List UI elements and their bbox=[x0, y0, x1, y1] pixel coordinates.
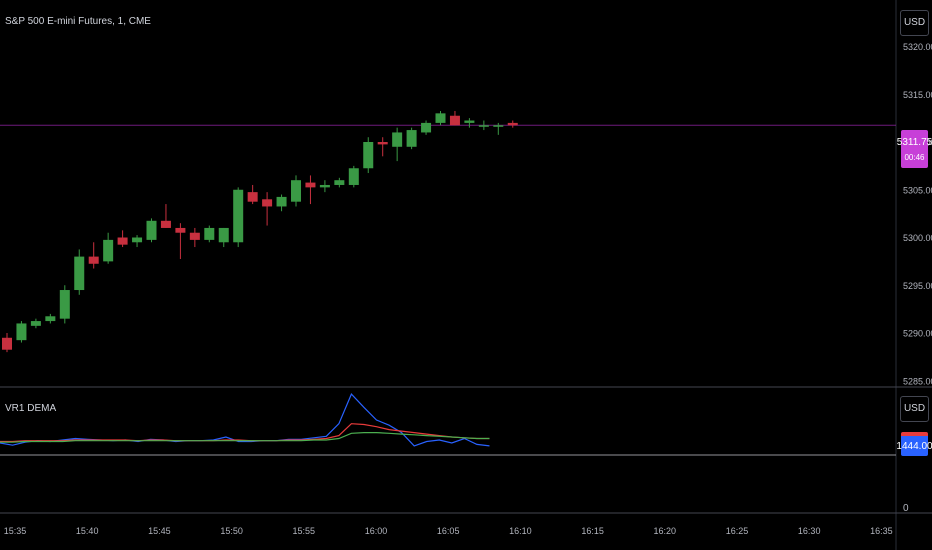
time-tick-label: 16:00 bbox=[365, 526, 388, 536]
candle-body bbox=[291, 180, 301, 202]
candle-body bbox=[377, 142, 388, 145]
time-tick-label: 16:15 bbox=[581, 526, 604, 536]
last-price-tag: 5311.75 00:46 bbox=[897, 130, 932, 168]
time-tick-label: 16:05 bbox=[437, 526, 460, 536]
price-tick-label: 5285.00 bbox=[903, 376, 932, 386]
candle-body bbox=[247, 192, 258, 202]
candle-body bbox=[262, 199, 273, 207]
candle-body bbox=[45, 316, 56, 322]
time-tick-label: 16:35 bbox=[870, 526, 893, 536]
candle-body bbox=[305, 182, 316, 188]
candle-body bbox=[189, 232, 200, 240]
indicator-currency-button[interactable]: USD bbox=[900, 396, 929, 422]
candle-body bbox=[406, 130, 417, 147]
price-tick-label: 5315.00 bbox=[903, 90, 932, 100]
candle-body bbox=[478, 125, 489, 127]
candle-body bbox=[103, 239, 114, 262]
candle-body bbox=[30, 321, 41, 326]
time-tick-label: 16:30 bbox=[798, 526, 821, 536]
candle-body bbox=[132, 237, 143, 243]
indicator-series bbox=[0, 393, 896, 456]
indicator-title[interactable]: VR1 DEMA bbox=[5, 403, 57, 414]
time-tick-label: 15:45 bbox=[148, 526, 171, 536]
time-tick-label: 16:25 bbox=[726, 526, 749, 536]
candle-body bbox=[464, 120, 475, 123]
candle-body bbox=[392, 132, 403, 147]
candle-body bbox=[276, 196, 287, 207]
candle-body bbox=[363, 142, 374, 169]
time-tick-label: 15:35 bbox=[4, 526, 27, 536]
time-tick-label: 15:40 bbox=[76, 526, 99, 536]
candle-body bbox=[435, 113, 446, 123]
price-axis-labels: 5320.005315.005310.005305.005300.005295.… bbox=[903, 42, 932, 386]
candle-body bbox=[334, 180, 345, 185]
indicator-last-value: 1444.00 bbox=[896, 436, 932, 456]
candlestick-series bbox=[2, 110, 518, 353]
candle-body bbox=[493, 125, 504, 127]
currency-button[interactable]: USD bbox=[900, 10, 929, 36]
bar-countdown: 00:46 bbox=[904, 152, 925, 162]
candle-body bbox=[88, 256, 99, 264]
candle-body bbox=[16, 323, 27, 341]
price-tick-label: 5305.00 bbox=[903, 185, 932, 195]
price-tick-label: 5320.00 bbox=[903, 42, 932, 52]
time-axis-labels: 15:35 15:40 15:45 15:50 15:55 16:00 16:05 16:10… bbox=[4, 526, 893, 536]
currency-label: USD bbox=[903, 17, 926, 28]
candle-body bbox=[507, 122, 518, 126]
candle-body bbox=[175, 227, 186, 233]
price-tick-label: 5300.00 bbox=[903, 233, 932, 243]
candle-body bbox=[218, 227, 229, 243]
symbol-title[interactable]: S&P 500 E-mini Futures, 1, CME bbox=[5, 16, 151, 27]
time-tick-label: 15:50 bbox=[220, 526, 243, 536]
time-tick-label: 15:55 bbox=[293, 526, 316, 536]
price-tick-label: 5290.00 bbox=[903, 329, 932, 339]
candle-body bbox=[146, 220, 157, 240]
indicator-line bbox=[0, 432, 490, 443]
candle-body bbox=[74, 256, 85, 291]
indicator-zero-label: 0 bbox=[903, 503, 909, 514]
indicator-line bbox=[0, 393, 490, 447]
candle-body bbox=[160, 220, 171, 228]
indicator-currency-label: USD bbox=[903, 403, 926, 414]
candle-body bbox=[348, 168, 359, 185]
time-tick-label: 16:20 bbox=[654, 526, 677, 536]
time-tick-label: 16:10 bbox=[509, 526, 532, 536]
candle-body bbox=[233, 189, 244, 243]
last-price-value: 5311.75 bbox=[896, 136, 932, 148]
indicator-red-marker bbox=[901, 432, 928, 436]
candle-body bbox=[59, 290, 70, 319]
indicator-value-tag: 1444.00 bbox=[896, 432, 932, 456]
price-tick-label: 5295.00 bbox=[903, 281, 932, 291]
candle-body bbox=[117, 237, 128, 245]
candle-body bbox=[319, 184, 330, 188]
candle-body bbox=[449, 115, 460, 126]
candle-body bbox=[421, 122, 432, 133]
candle-body bbox=[204, 227, 215, 240]
candle-body bbox=[2, 337, 12, 350]
